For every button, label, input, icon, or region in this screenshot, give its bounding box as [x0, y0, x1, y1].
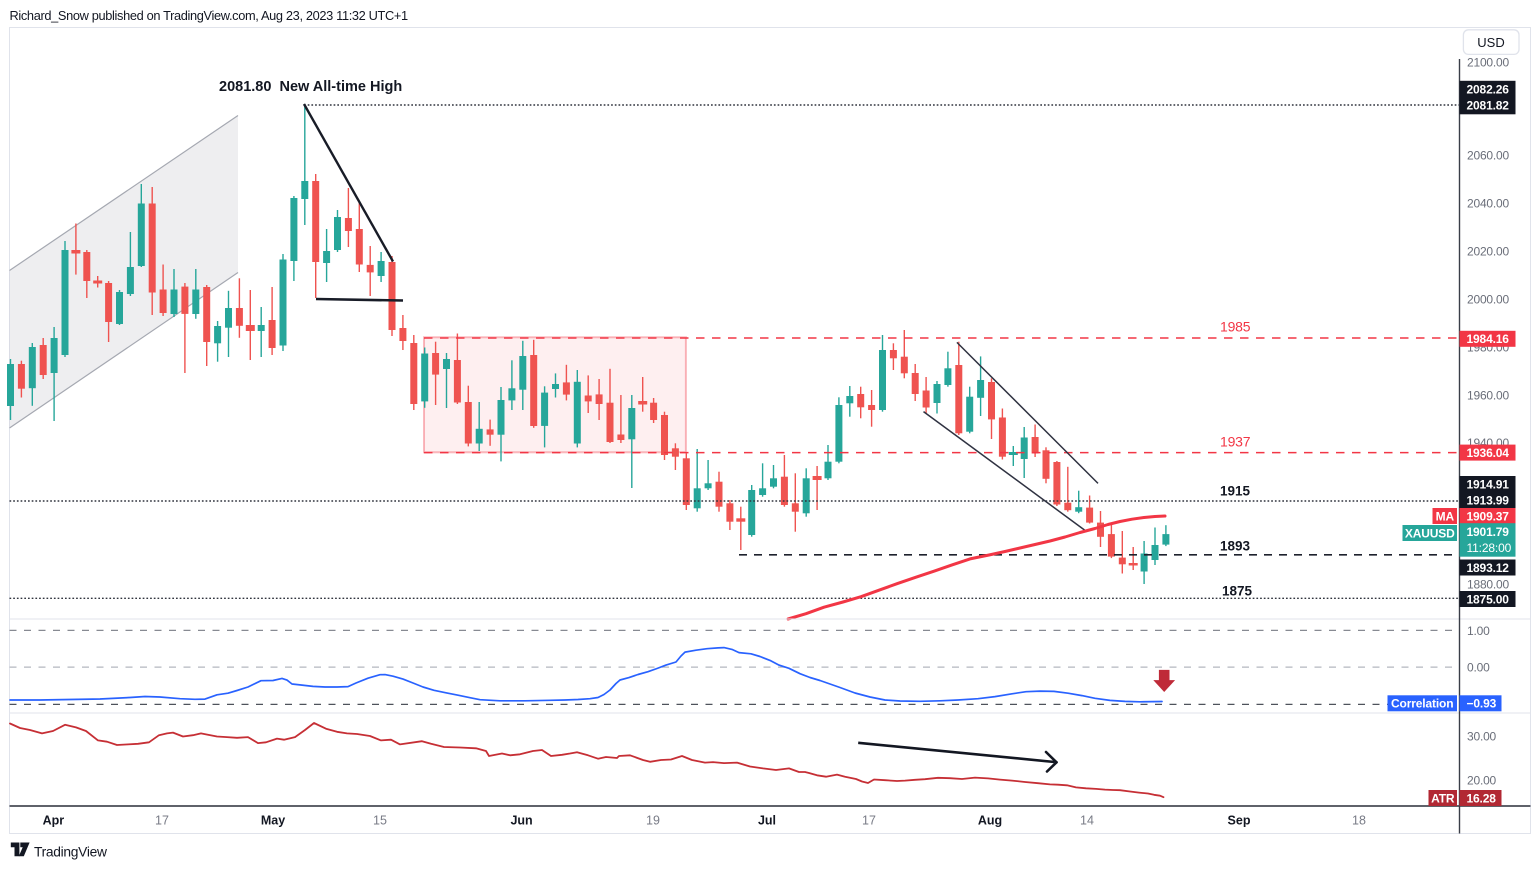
svg-text:2040.00: 2040.00 — [1467, 196, 1510, 210]
svg-text:ATR: ATR — [1431, 791, 1455, 805]
svg-text:Sep: Sep — [1228, 814, 1251, 828]
svg-text:1913.99: 1913.99 — [1467, 493, 1510, 507]
svg-text:Jul: Jul — [758, 814, 776, 828]
svg-text:1984.16: 1984.16 — [1467, 332, 1510, 346]
svg-text:1893: 1893 — [1220, 539, 1251, 554]
svg-text:1960.00: 1960.00 — [1467, 388, 1510, 402]
svg-text:Correlation: Correlation — [1391, 697, 1453, 711]
svg-text:1875: 1875 — [1222, 584, 1253, 599]
svg-text:2081.82: 2081.82 — [1467, 99, 1510, 113]
svg-text:2100.00: 2100.00 — [1467, 56, 1510, 70]
svg-text:1901.79: 1901.79 — [1467, 525, 1510, 539]
svg-text:15: 15 — [373, 814, 387, 828]
svg-text:1893.12: 1893.12 — [1467, 561, 1510, 575]
svg-text:Aug: Aug — [978, 814, 1002, 828]
svg-text:2020.00: 2020.00 — [1467, 244, 1510, 258]
svg-text:XAUUSD: XAUUSD — [1405, 526, 1455, 540]
svg-text:−0.93: −0.93 — [1467, 697, 1497, 711]
svg-text:Richard_Snow published on Trad: Richard_Snow published on TradingView.co… — [10, 8, 409, 23]
svg-text:2082.26: 2082.26 — [1467, 82, 1510, 96]
svg-text:May: May — [261, 814, 285, 828]
svg-text:1985: 1985 — [1220, 319, 1251, 335]
svg-text:1937: 1937 — [1220, 434, 1251, 450]
svg-text:2000.00: 2000.00 — [1467, 292, 1510, 306]
svg-text:16.28: 16.28 — [1467, 791, 1497, 805]
svg-text:14: 14 — [1080, 814, 1094, 828]
svg-text:Jun: Jun — [510, 814, 532, 828]
svg-text:2060.00: 2060.00 — [1467, 149, 1510, 163]
svg-text:19: 19 — [646, 814, 660, 828]
svg-text:1875.00: 1875.00 — [1467, 592, 1510, 606]
svg-text:11:28:00: 11:28:00 — [1467, 541, 1512, 555]
svg-text:0.00: 0.00 — [1467, 660, 1490, 674]
svg-text:1914.91: 1914.91 — [1467, 477, 1510, 491]
svg-text:2081.80 New All-time High: 2081.80 New All-time High — [219, 79, 402, 95]
svg-text:1915: 1915 — [1220, 484, 1251, 499]
svg-text:MA: MA — [1436, 509, 1455, 523]
svg-text:1880.00: 1880.00 — [1467, 578, 1510, 592]
svg-text:1936.04: 1936.04 — [1467, 446, 1510, 460]
svg-text:18: 18 — [1352, 814, 1366, 828]
svg-text:17: 17 — [155, 814, 169, 828]
svg-text:17: 17 — [862, 814, 876, 828]
svg-text:1909.37: 1909.37 — [1467, 509, 1510, 523]
svg-text:TradingView: TradingView — [34, 845, 107, 860]
svg-text:20.00: 20.00 — [1467, 774, 1497, 788]
svg-text:1.00: 1.00 — [1467, 624, 1490, 638]
svg-text:Apr: Apr — [43, 814, 65, 828]
svg-text:30.00: 30.00 — [1467, 729, 1497, 743]
svg-text:USD: USD — [1477, 35, 1504, 50]
